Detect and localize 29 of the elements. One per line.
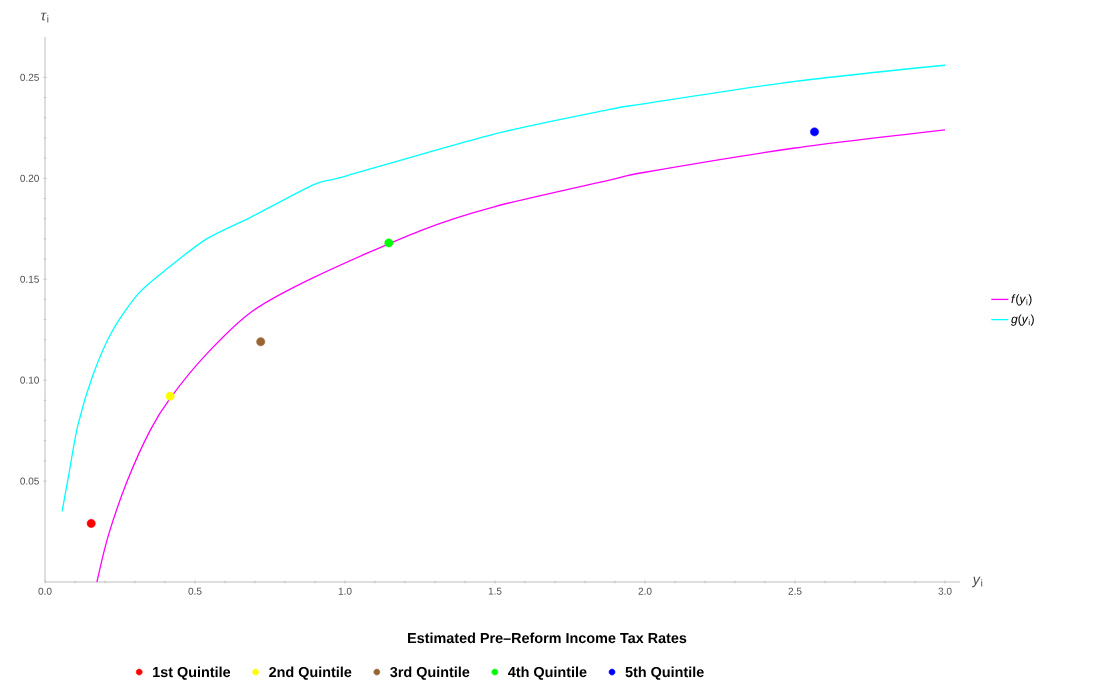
legend-label: 4th Quintile [508,666,587,680]
y-axis-title: τ$_{i}$ [41,12,49,23]
x-tick-label: 2.5 [788,587,802,595]
x-tick-label: 0.0 [38,587,52,595]
legend-label: 3rd Quintile [390,666,470,680]
y-tick-label: 0.15 [20,275,39,283]
x-tick-label: 3.0 [938,587,952,595]
x-tick-label: 1.5 [488,587,502,595]
line-series [61,64,946,512]
legend-label: 1st Quintile [153,666,231,680]
x-axis-title: y$_{i}$ [971,576,983,588]
legend-label: 2nd Quintile [269,666,352,680]
point [86,519,96,528]
y-tick-label: 0.25 [20,73,39,81]
legend-label: g(y$_{i}$) [1011,314,1034,326]
point [256,337,266,347]
y-tick-label: 0.20 [20,174,39,182]
x-tick-label: 0.5 [188,587,202,595]
x-tick-label: 2.0 [638,587,652,595]
point [384,238,394,248]
legend-title: Estimated Pre–Reform Income Tax Rates [408,632,687,644]
legend-label: f(y$_{i}$) [1011,294,1032,306]
point [810,127,819,137]
y-tick-label: 0.05 [20,477,39,485]
point [165,391,175,401]
line-series [96,129,946,582]
legend-label: 5th Quintile [625,666,704,680]
x-tick-label: 1.0 [338,587,352,595]
y-tick-label: 0.10 [20,376,39,384]
